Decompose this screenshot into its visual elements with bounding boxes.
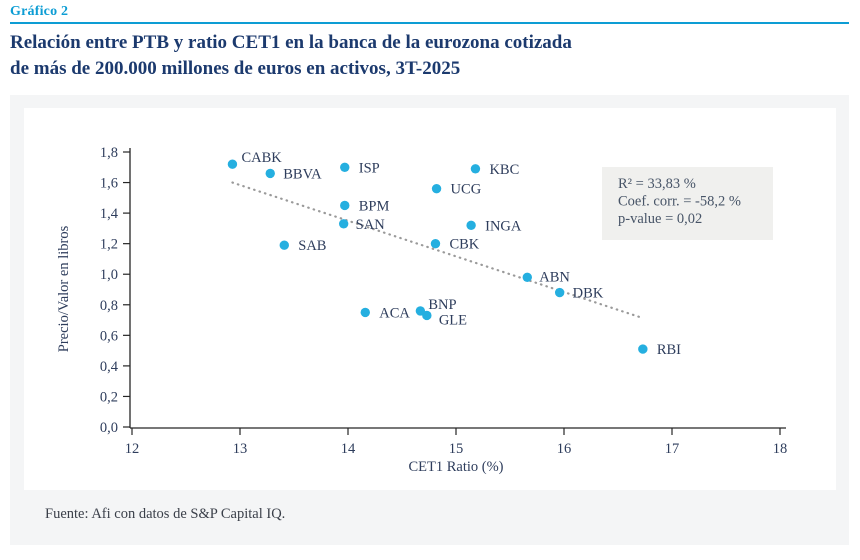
y-tick-label: 0,4	[100, 359, 119, 375]
data-point-KBC	[470, 164, 481, 174]
stats-line: Coef. corr. = -58,2 %	[618, 194, 741, 210]
chart-title: Relación entre PTB y ratio CET1 en la ba…	[10, 30, 770, 82]
y-tick-label: 0,8	[100, 298, 118, 314]
point-label-CBK: CBK	[449, 237, 479, 253]
y-tick-label: 1,0	[100, 267, 118, 283]
point-label-INGA: INGA	[485, 218, 522, 234]
data-point-CBK	[430, 238, 441, 249]
x-tick-label: 12	[125, 441, 140, 457]
source-note: Fuente: Afi con datos de S&P Capital IQ.	[45, 506, 286, 522]
data-point-DBK	[554, 287, 565, 298]
data-point-BBVA	[265, 168, 275, 179]
point-label-DBK: DBK	[573, 286, 604, 302]
stats-box	[602, 167, 773, 240]
y-axis-title: Precio/Valor en libros	[56, 225, 72, 352]
stats-line: p-value = 0,02	[618, 211, 702, 227]
data-point-INGA	[466, 220, 476, 231]
data-point-ACA	[360, 307, 370, 318]
data-point-ABN	[522, 272, 532, 282]
stats-line: R² = 33,83 %	[618, 176, 696, 192]
y-tick-label: 1,2	[100, 237, 118, 253]
data-point-BPM	[340, 200, 350, 211]
x-axis-title: CET1 Ratio (%)	[408, 459, 503, 475]
y-tick-label: 1,4	[100, 206, 119, 222]
y-tick-label: 0,0	[100, 420, 118, 436]
point-label-ABN: ABN	[539, 269, 570, 285]
x-tick-label: 18	[773, 441, 788, 457]
point-label-BNP: BNP	[428, 297, 456, 313]
point-label-ISP: ISP	[359, 160, 380, 176]
x-tick-label: 17	[665, 441, 680, 457]
y-tick-label: 1,6	[100, 176, 118, 192]
data-point-ISP	[340, 162, 350, 172]
point-label-BBVA: BBVA	[283, 166, 322, 182]
point-label-SAB: SAB	[298, 238, 326, 254]
point-label-KBC: KBC	[489, 162, 519, 178]
chart-title-line1: Relación entre PTB y ratio CET1 en la ba…	[10, 32, 572, 53]
y-tick-label: 0,2	[100, 389, 118, 405]
point-label-CABK: CABK	[241, 150, 282, 166]
point-label-ACA: ACA	[379, 305, 410, 321]
chart-number-kicker: Gráfico 2	[10, 4, 69, 19]
data-point-RBI	[638, 344, 648, 354]
x-tick-label: 16	[557, 441, 572, 457]
x-tick-label: 13	[233, 441, 248, 457]
y-tick-label: 1,8	[100, 145, 118, 161]
point-label-RBI: RBI	[657, 342, 681, 358]
point-label-BPM: BPM	[359, 198, 390, 214]
y-tick-label: 0,6	[100, 328, 118, 344]
data-point-UCG	[431, 183, 442, 194]
data-point-SAN	[338, 219, 349, 229]
data-point-CABK	[227, 159, 238, 169]
point-label-GLE: GLE	[439, 312, 467, 328]
point-label-SAN: SAN	[356, 217, 386, 233]
x-tick-label: 15	[449, 441, 464, 457]
chart-title-line2: de más de 200.000 millones de euros en a…	[10, 58, 461, 79]
scatter-chart: R² = 33,83 % Coef. corr. = -58,2 %p-value…	[56, 145, 788, 475]
x-tick-label: 14	[341, 441, 356, 457]
accent-rule-divider	[10, 22, 849, 24]
point-label-UCG: UCG	[451, 182, 482, 198]
data-point-SAB	[279, 240, 289, 250]
data-point-GLE	[422, 310, 432, 321]
